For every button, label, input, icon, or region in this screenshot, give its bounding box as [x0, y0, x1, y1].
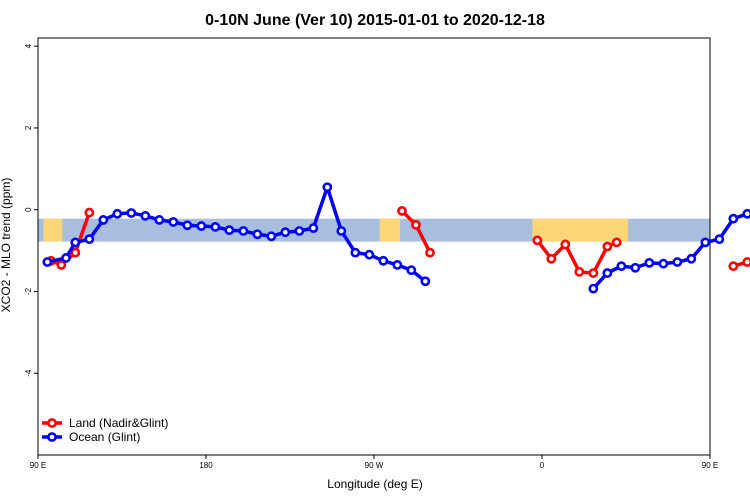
data-point [700, 237, 711, 248]
data-point [378, 255, 389, 266]
data-point [672, 257, 683, 267]
x-tick-label: 0 [540, 461, 545, 470]
land-patch [43, 218, 63, 242]
data-point [742, 208, 750, 219]
data-point [224, 225, 235, 236]
data-point [588, 268, 599, 278]
data-point [644, 257, 655, 268]
data-point [602, 268, 613, 278]
data-point [84, 234, 95, 245]
data-point [294, 226, 305, 236]
data-point [686, 253, 697, 264]
land-patch [532, 218, 629, 242]
data-point [350, 247, 361, 258]
data-point [322, 182, 333, 193]
series-ocean [42, 182, 750, 294]
y-tick-label: 0 [24, 207, 33, 212]
data-point [425, 247, 435, 258]
data-point [98, 215, 109, 225]
data-point [84, 207, 95, 218]
series-line [46, 185, 427, 283]
data-point [252, 229, 263, 240]
y-tick-label: 4 [24, 43, 33, 48]
data-point [336, 226, 347, 236]
y-axis-label: XCO2 - MLO trend (ppm) [0, 178, 13, 313]
data-point [70, 237, 81, 248]
data-point [616, 261, 627, 272]
data-point [658, 258, 669, 269]
data-point [196, 221, 207, 231]
legend-marker [47, 418, 57, 428]
legend-label: Ocean (Glint) [69, 430, 140, 444]
legend: Land (Nadir&Glint)Ocean (Glint) [42, 416, 168, 444]
data-point [266, 231, 277, 242]
land-patch [379, 218, 401, 242]
data-point [411, 219, 421, 230]
data-point [588, 283, 599, 294]
data-point [611, 237, 622, 248]
data-point [280, 227, 291, 238]
plot-area: 90 E 180 90 W 0 90 E 4 2 0 -2 -4 [24, 37, 750, 470]
y-tick-label: 2 [24, 125, 33, 130]
data-point [56, 259, 67, 270]
data-point [560, 239, 571, 250]
data-point [168, 217, 179, 227]
data-point [546, 253, 557, 264]
data-point [574, 266, 585, 277]
x-tick-label: 90 E [30, 461, 46, 470]
data-point [154, 215, 165, 225]
data-point [742, 257, 750, 267]
x-axis-label: Longitude (deg E) [327, 477, 422, 491]
x-tick-label: 90 W [365, 461, 384, 470]
data-point [602, 241, 613, 252]
data-point [182, 220, 193, 231]
data-point [61, 253, 71, 263]
data-point [308, 223, 319, 234]
data-point [126, 208, 137, 218]
y-tick-label: -2 [24, 287, 33, 295]
y-tick-label: -4 [24, 369, 33, 377]
x-tick-label: 180 [199, 461, 213, 470]
legend-label: Land (Nadir&Glint) [69, 416, 168, 430]
data-point [728, 213, 739, 224]
data-point [238, 226, 249, 236]
data-point [70, 247, 81, 258]
data-point [42, 257, 53, 267]
data-point [630, 262, 641, 273]
data-point [364, 249, 375, 260]
data-point [420, 276, 431, 287]
data-point [140, 210, 151, 221]
data-point [728, 261, 739, 272]
chart-title: 0-10N June (Ver 10) 2015-01-01 to 2020-1… [205, 12, 545, 29]
data-point [714, 234, 725, 245]
data-point [406, 265, 417, 276]
data-point [397, 206, 407, 216]
data-point [210, 221, 221, 232]
data-point [392, 259, 403, 270]
x-tick-label: 90 E [702, 461, 718, 470]
legend-marker [47, 432, 57, 442]
data-point [112, 208, 123, 219]
data-point [532, 235, 543, 246]
